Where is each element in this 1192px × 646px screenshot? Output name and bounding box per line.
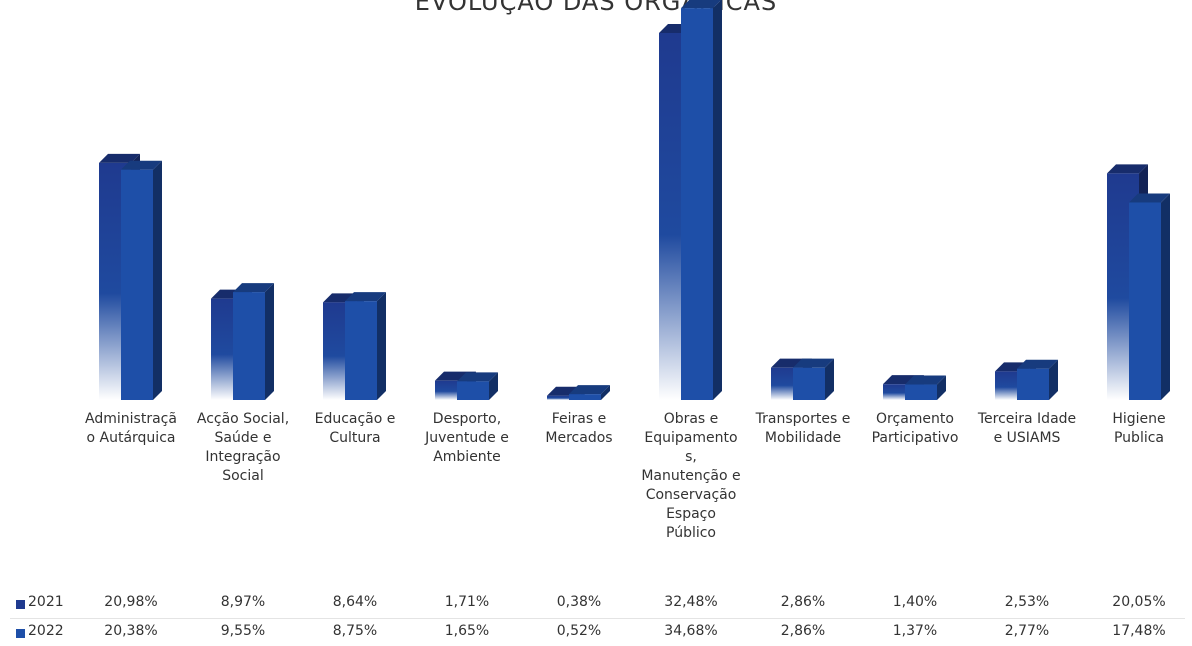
value-label: 1,71% xyxy=(444,594,490,610)
bar xyxy=(793,358,834,400)
bar-face xyxy=(99,153,140,163)
bar-face xyxy=(489,372,498,400)
bar xyxy=(1129,193,1170,400)
x-tick-label: Feiras e Mercados xyxy=(545,411,613,446)
bar-face xyxy=(1129,202,1161,400)
bar xyxy=(1017,359,1058,400)
bar-face xyxy=(457,372,498,382)
bar-face xyxy=(937,375,946,400)
legend-swatch xyxy=(16,629,25,638)
value-label: 1,65% xyxy=(444,623,490,639)
bar-face xyxy=(601,385,610,400)
bar-face xyxy=(1161,193,1170,400)
value-label: 17,48% xyxy=(1112,623,1166,639)
x-tick-label: Terceira Idade e USIAMS xyxy=(977,411,1077,446)
bar-face xyxy=(377,292,386,400)
x-tick-label: Higiene Publica xyxy=(1112,411,1166,446)
x-tick-label: Desporto, Juventude e Ambiente xyxy=(425,411,509,465)
bar-face xyxy=(1129,193,1170,203)
x-tick-label: Educação e Cultura xyxy=(314,411,396,446)
bar xyxy=(905,375,946,400)
value-label: 1,40% xyxy=(892,594,938,610)
x-tick-label: Acção Social, Saúde e Integração Social xyxy=(196,411,290,484)
bar xyxy=(457,372,498,400)
bar-face xyxy=(793,358,834,368)
value-label: 8,64% xyxy=(332,594,378,610)
bar-face xyxy=(713,0,722,400)
bar-face xyxy=(233,292,265,400)
bar-face xyxy=(569,385,610,395)
value-label: 8,75% xyxy=(332,623,378,639)
bar-face xyxy=(1049,359,1058,400)
bar-face xyxy=(1017,359,1058,369)
bar-face xyxy=(457,381,489,400)
value-label: 2,53% xyxy=(1004,594,1050,610)
bar-face xyxy=(1107,164,1148,174)
value-label: 34,68% xyxy=(664,623,718,639)
bar xyxy=(681,0,722,401)
bar-face xyxy=(233,283,274,293)
bar-face xyxy=(265,283,274,400)
bar-face xyxy=(569,394,601,400)
bar-face xyxy=(547,395,579,400)
bar xyxy=(121,160,162,400)
bar-face xyxy=(121,169,153,400)
bar-face xyxy=(905,375,946,385)
bar-face xyxy=(1017,368,1049,400)
bar xyxy=(233,283,274,400)
value-label: 2,86% xyxy=(780,594,826,610)
legend-label: 2022 xyxy=(28,623,64,639)
x-tick-label: Orçamento Participativo xyxy=(871,411,959,446)
legend-swatch xyxy=(16,600,25,609)
table-rule xyxy=(10,618,1185,619)
x-tick-label: Transportes e Mobilidade xyxy=(755,411,851,446)
value-label: 0,52% xyxy=(556,623,602,639)
bar-face xyxy=(793,367,825,400)
bar xyxy=(345,292,386,400)
bar-face xyxy=(345,292,386,302)
value-label: 32,48% xyxy=(664,594,718,610)
bar-face xyxy=(345,301,377,400)
bar-face xyxy=(905,384,937,400)
x-tick-label: Administração Autárquica xyxy=(85,411,177,446)
value-label: 20,05% xyxy=(1112,594,1166,610)
x-tick-label: Obras e Equipamentos, Manutenção e Conse… xyxy=(641,411,741,541)
value-label: 20,98% xyxy=(104,594,158,610)
value-label: 8,97% xyxy=(220,594,266,610)
value-label: 2,77% xyxy=(1004,623,1050,639)
bar xyxy=(569,385,610,400)
bar-face xyxy=(825,358,834,400)
value-label: 1,37% xyxy=(892,623,938,639)
value-label: 20,38% xyxy=(104,623,158,639)
bar-face xyxy=(121,160,162,170)
bar-face xyxy=(681,0,722,9)
bar-face xyxy=(681,8,713,401)
value-label: 2,86% xyxy=(780,623,826,639)
legend-label: 2021 xyxy=(28,594,64,610)
value-label: 9,55% xyxy=(220,623,266,639)
bar-face xyxy=(153,160,162,400)
value-label: 0,38% xyxy=(556,594,602,610)
